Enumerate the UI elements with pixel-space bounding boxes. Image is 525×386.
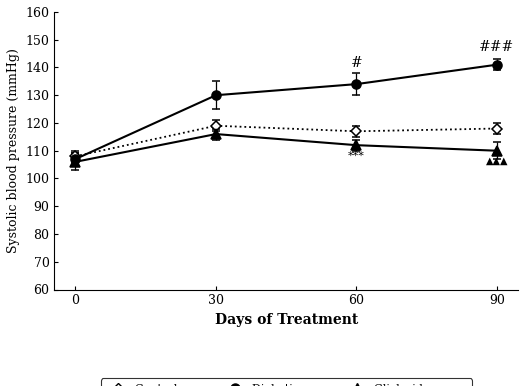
Text: ***: *** — [348, 151, 365, 161]
Text: ###: ### — [479, 40, 514, 54]
Legend: Control group, Diabetic group, Gliclazide group: Control group, Diabetic group, Gliclazid… — [101, 378, 472, 386]
Y-axis label: Systolic blood pressure (mmHg): Systolic blood pressure (mmHg) — [7, 48, 20, 253]
X-axis label: Days of Treatment: Days of Treatment — [215, 313, 358, 327]
Text: ▲▲▲: ▲▲▲ — [486, 157, 508, 166]
Text: #: # — [351, 56, 362, 70]
